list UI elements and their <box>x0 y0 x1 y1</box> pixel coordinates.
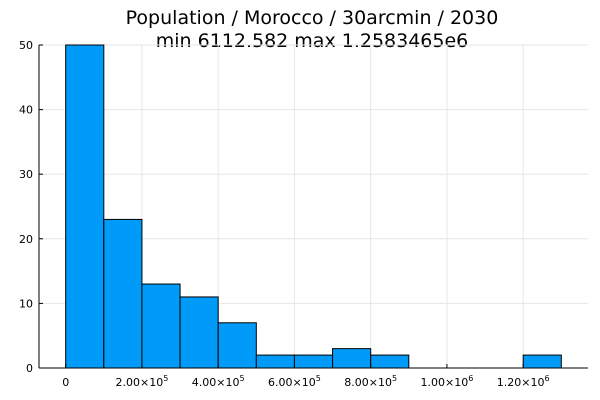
x-tick-exponent: 5 <box>316 374 321 383</box>
histogram-bar <box>370 354 410 369</box>
histogram-bar <box>255 354 295 369</box>
y-tick-label: 40 <box>19 104 33 117</box>
histogram-bar <box>332 348 372 369</box>
x-tick-label: 4.00×105 <box>192 374 245 389</box>
histogram-bar <box>103 218 143 369</box>
axes <box>38 45 588 369</box>
x-tick-mantissa: 6.00×10 <box>268 376 316 389</box>
x-tick-exponent: 5 <box>240 374 245 383</box>
x-tick-exponent: 5 <box>163 374 168 383</box>
x-tick-label: 0 <box>62 376 69 389</box>
y-tick-label: 0 <box>26 362 33 375</box>
y-tick-label: 50 <box>19 39 33 52</box>
x-tick-label: 1.00×106 <box>421 374 474 389</box>
x-tick-exponent: 6 <box>468 374 473 383</box>
x-tick-label: 1.20×106 <box>497 374 550 389</box>
histogram-bar <box>217 322 257 369</box>
y-tick-label: 10 <box>19 297 33 310</box>
x-tick-label: 6.00×105 <box>268 374 321 389</box>
y-axis-ticks: 0 10 20 30 40 50 <box>19 39 43 375</box>
x-tick-exponent: 5 <box>392 374 397 383</box>
histogram-bar <box>65 44 105 369</box>
x-axis-ticks: 0 2.00×105 4.00×105 6.00×105 8.00×105 1.00×10… <box>62 364 550 389</box>
x-tick-label: 2.00×105 <box>116 374 169 389</box>
x-tick-label: 8.00×105 <box>344 374 397 389</box>
y-tick-label: 20 <box>19 233 33 246</box>
x-tick-exponent: 6 <box>545 374 550 383</box>
chart-title-line-1: Population / Morocco / 30arcmin / 2030 <box>126 7 499 29</box>
x-tick-mantissa: 0 <box>62 376 69 389</box>
x-tick-mantissa: 2.00×10 <box>116 376 164 389</box>
chart-title-line-2: min 6112.582 max 1.2583465e6 <box>156 30 469 52</box>
x-tick-mantissa: 1.00×10 <box>421 376 469 389</box>
histogram-bars <box>65 44 562 369</box>
x-tick-mantissa: 4.00×10 <box>192 376 240 389</box>
y-tick-label: 30 <box>19 168 33 181</box>
histogram-bar <box>522 354 562 369</box>
histogram-bar <box>293 354 334 369</box>
x-tick-mantissa: 8.00×10 <box>344 376 392 389</box>
histogram-bar <box>179 296 219 369</box>
histogram-bar <box>141 283 181 369</box>
chart-title: Population / Morocco / 30arcmin / 2030 m… <box>126 7 499 52</box>
x-tick-mantissa: 1.20×10 <box>497 376 545 389</box>
